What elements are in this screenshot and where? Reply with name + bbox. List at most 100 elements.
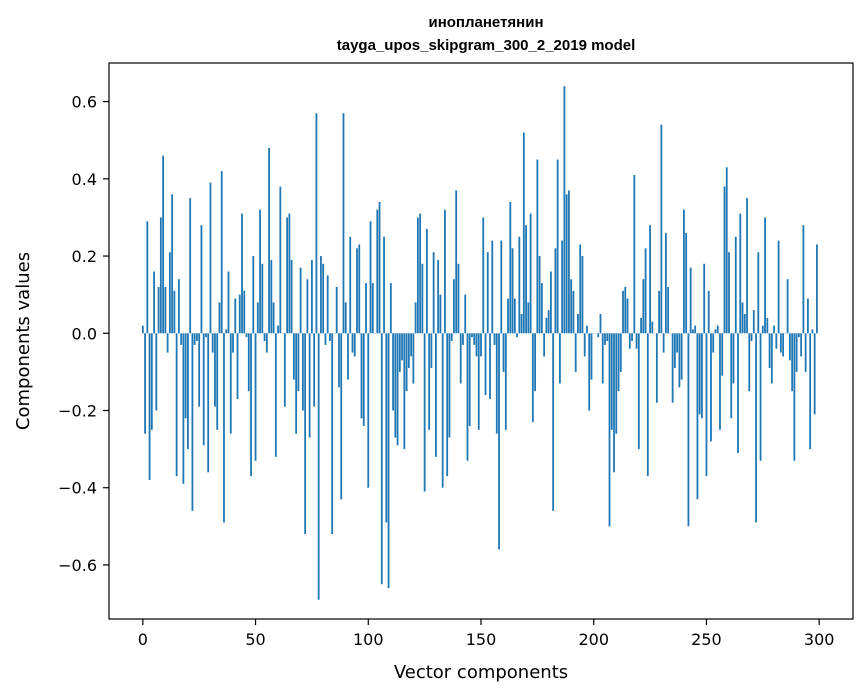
bar xyxy=(247,333,250,392)
bar xyxy=(793,333,796,461)
bar xyxy=(236,333,239,399)
bar xyxy=(324,333,327,345)
bar xyxy=(475,333,478,357)
bar xyxy=(277,325,279,334)
bar xyxy=(356,248,358,334)
bar xyxy=(773,325,775,334)
bar xyxy=(425,229,428,334)
y-tick-label: 0.4 xyxy=(72,170,97,189)
bar xyxy=(759,333,762,461)
bar xyxy=(482,217,485,334)
x-tick-label: 100 xyxy=(353,630,384,649)
bar xyxy=(529,213,532,334)
bar xyxy=(261,263,264,334)
bar xyxy=(320,256,322,334)
bar xyxy=(705,333,708,477)
x-tick-label: 300 xyxy=(804,630,835,649)
bar xyxy=(200,225,203,334)
bar xyxy=(752,310,755,334)
bar xyxy=(338,333,340,388)
bar xyxy=(423,333,426,492)
bar xyxy=(770,333,773,384)
bar xyxy=(376,209,379,334)
bar xyxy=(725,167,728,334)
bar xyxy=(712,333,715,353)
bar xyxy=(211,333,214,353)
bar xyxy=(777,240,780,334)
bar xyxy=(568,190,570,334)
bar xyxy=(802,225,805,334)
bar xyxy=(552,333,555,511)
bar xyxy=(637,333,640,450)
bar xyxy=(619,333,622,372)
bar xyxy=(265,333,268,353)
bar xyxy=(286,217,289,334)
bar xyxy=(414,302,417,334)
bar xyxy=(732,333,735,384)
bar xyxy=(164,286,167,334)
bar xyxy=(344,302,347,334)
bar xyxy=(196,333,198,341)
bar xyxy=(678,333,681,388)
bar xyxy=(419,213,422,334)
bar xyxy=(468,333,471,426)
x-tick-label: 150 xyxy=(466,630,497,649)
bar xyxy=(155,333,158,411)
bar xyxy=(252,256,255,334)
bar xyxy=(791,333,794,392)
bar xyxy=(362,333,365,426)
bar xyxy=(586,325,588,334)
bar xyxy=(565,194,568,334)
bar xyxy=(292,333,295,380)
bar xyxy=(457,263,460,334)
bar xyxy=(223,333,225,523)
bar xyxy=(701,333,703,419)
bar xyxy=(588,333,591,411)
bar xyxy=(353,333,356,357)
bar xyxy=(193,333,196,345)
bar xyxy=(577,313,579,334)
bar xyxy=(401,333,403,361)
bar xyxy=(734,236,737,334)
bar xyxy=(538,256,541,334)
bar xyxy=(622,290,624,334)
x-tick-label: 0 xyxy=(138,630,148,649)
bar xyxy=(227,271,230,334)
bar xyxy=(371,283,374,334)
bar xyxy=(214,333,216,407)
bar xyxy=(748,333,751,392)
bar xyxy=(378,202,381,334)
bar xyxy=(649,225,651,334)
bar xyxy=(450,333,453,341)
bar xyxy=(299,267,302,334)
bar xyxy=(428,333,431,430)
bar xyxy=(556,159,559,334)
bar xyxy=(599,313,602,334)
bar xyxy=(315,113,318,334)
bar xyxy=(779,333,782,353)
bar xyxy=(477,333,480,430)
bar xyxy=(295,333,298,434)
bar xyxy=(268,147,270,334)
bar xyxy=(308,333,311,438)
bar xyxy=(500,240,503,334)
bar xyxy=(191,333,194,511)
bar xyxy=(198,333,201,407)
bar xyxy=(703,263,706,334)
bar xyxy=(407,333,410,369)
bar xyxy=(177,279,180,334)
bar xyxy=(283,333,286,407)
bar xyxy=(635,333,638,349)
bar xyxy=(775,333,778,349)
bar xyxy=(146,221,149,334)
bar xyxy=(466,333,469,461)
bar xyxy=(807,298,809,334)
bar xyxy=(421,263,424,334)
bar xyxy=(394,333,397,438)
bar xyxy=(676,333,679,353)
bar xyxy=(435,333,437,457)
bar xyxy=(540,283,543,334)
bar xyxy=(329,333,331,341)
bar xyxy=(202,333,205,446)
bar xyxy=(317,333,320,600)
